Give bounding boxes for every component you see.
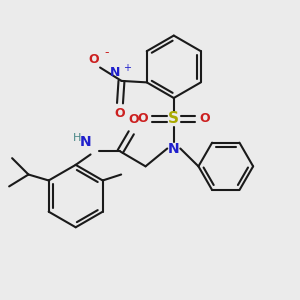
Text: O: O (128, 113, 139, 126)
Text: O: O (88, 53, 99, 66)
Text: N: N (168, 142, 180, 155)
Text: N: N (80, 135, 92, 149)
Text: -: - (104, 46, 109, 59)
Text: O: O (199, 112, 210, 125)
Text: O: O (115, 107, 125, 120)
Text: O: O (138, 112, 148, 125)
Text: N: N (110, 66, 120, 80)
Text: H: H (73, 133, 82, 143)
Text: +: + (123, 64, 131, 74)
Text: S: S (168, 111, 179, 126)
